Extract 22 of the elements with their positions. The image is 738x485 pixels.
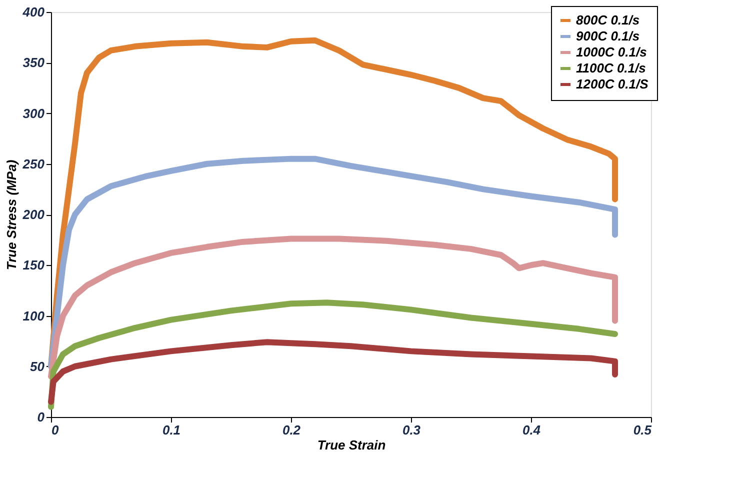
y-axis-title: True Stress (MPa) — [4, 160, 19, 270]
legend-label: 1000C 0.1/s — [576, 44, 647, 60]
x-axis-title: True Strain — [317, 438, 386, 452]
y-tick-label: 100 — [22, 308, 46, 324]
x-tick-label: 0 — [52, 422, 60, 438]
legend-label: 900C 0.1/s — [576, 28, 640, 44]
y-tick-label: 350 — [22, 55, 46, 70]
y-tick-label: 400 — [22, 4, 46, 20]
legend-label: 800C 0.1/s — [576, 12, 640, 28]
y-tick-label: 50 — [30, 358, 46, 374]
x-tick-label: 0.1 — [162, 422, 181, 438]
x-tick-label: 0.3 — [402, 422, 422, 438]
y-tick-label: 300 — [22, 106, 46, 121]
y-tick-label: 150 — [22, 258, 46, 273]
legend-label: 1100C 0.1/s — [576, 60, 646, 76]
x-tick-label: 0.2 — [282, 422, 302, 438]
x-tick-label: 0.5 — [633, 422, 652, 438]
y-tick-label: 0 — [37, 410, 46, 424]
y-tick-label: 250 — [22, 156, 46, 172]
legend-label: 1200C 0.1/S — [576, 76, 649, 92]
y-tick-label: 200 — [22, 207, 46, 222]
x-tick-label: 0.4 — [522, 422, 542, 438]
